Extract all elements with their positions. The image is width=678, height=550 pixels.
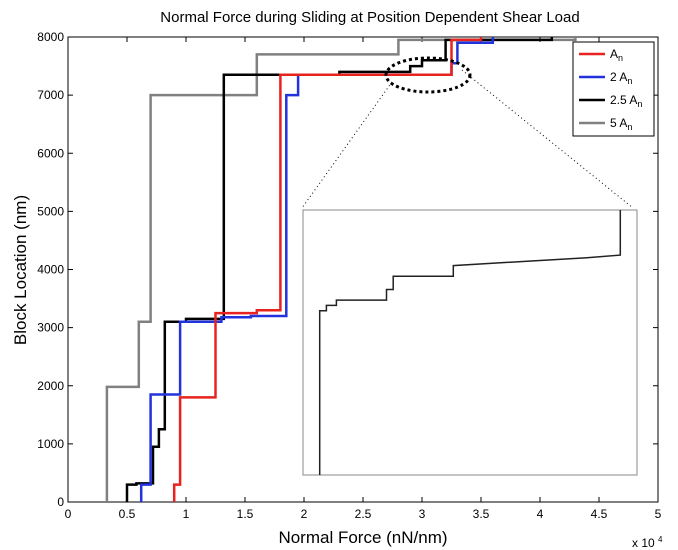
x-axis: 0 0.5 1 1.5 2 2.5 3 3.5 4 4.5 5 [65,37,662,521]
legend-label-sub: n [627,122,632,132]
inset-frame [302,209,638,476]
x-multiplier-base: x 10 [632,536,655,550]
x-tick-label: 4.5 [591,507,608,521]
legend-label-main: A [610,47,618,61]
legend-label-sub: n [637,99,642,109]
y-tick-label: 7000 [37,88,64,102]
y-axis: 0 1000 2000 3000 4000 5000 6000 7000 8000 [37,30,658,509]
x-tick-label: 0 [65,507,72,521]
zoom-connector-right [461,69,634,209]
x-tick-label: 0.5 [119,507,136,521]
y-tick-label: 0 [57,495,64,509]
legend-label: 2.5 An [610,93,642,109]
x-axis-title: Normal Force (nN/nm) [278,528,447,547]
y-tick-label: 4000 [37,263,64,277]
x-tick-label: 4 [537,507,544,521]
x-multiplier: x 10 4 [632,535,663,550]
legend-label-main: 2 A [610,70,627,84]
legend-label: 2 An [610,70,632,86]
legend-label: An [610,47,623,63]
x-tick-label: 1.5 [237,507,254,521]
legend-box [572,41,655,137]
y-tick-label: 2000 [37,379,64,393]
x-tick-label: 3.5 [473,507,490,521]
x-multiplier-exponent: 4 [658,535,663,544]
y-tick-label: 8000 [37,30,64,44]
legend-label-sub: n [618,53,623,63]
y-axis-title: Block Location (nm) [11,195,30,345]
legend-label: 5 An [610,116,632,132]
series-line-0 [172,37,483,502]
y-tick-label: 3000 [37,321,64,335]
y-tick-label: 1000 [37,437,64,451]
chart-title: Normal Force during Sliding at Position … [160,9,579,26]
legend-label-main: 2.5 A [610,93,637,107]
zoom-highlight [384,56,472,94]
zoom-inset [302,209,638,476]
legend-label-sub: n [627,76,632,86]
x-tick-label: 3 [419,507,426,521]
inset-line [318,210,622,475]
x-tick-label: 2.5 [355,507,372,521]
y-tick-label: 6000 [37,146,64,160]
x-tick-label: 1 [183,507,190,521]
y-tick-label: 5000 [37,204,64,218]
legend-label-main: 5 A [610,116,627,130]
x-tick-label: 5 [655,507,662,521]
series-line-3 [105,37,577,502]
legend: An2 An2.5 An5 An [572,41,655,137]
x-tick-label: 2 [301,507,308,521]
